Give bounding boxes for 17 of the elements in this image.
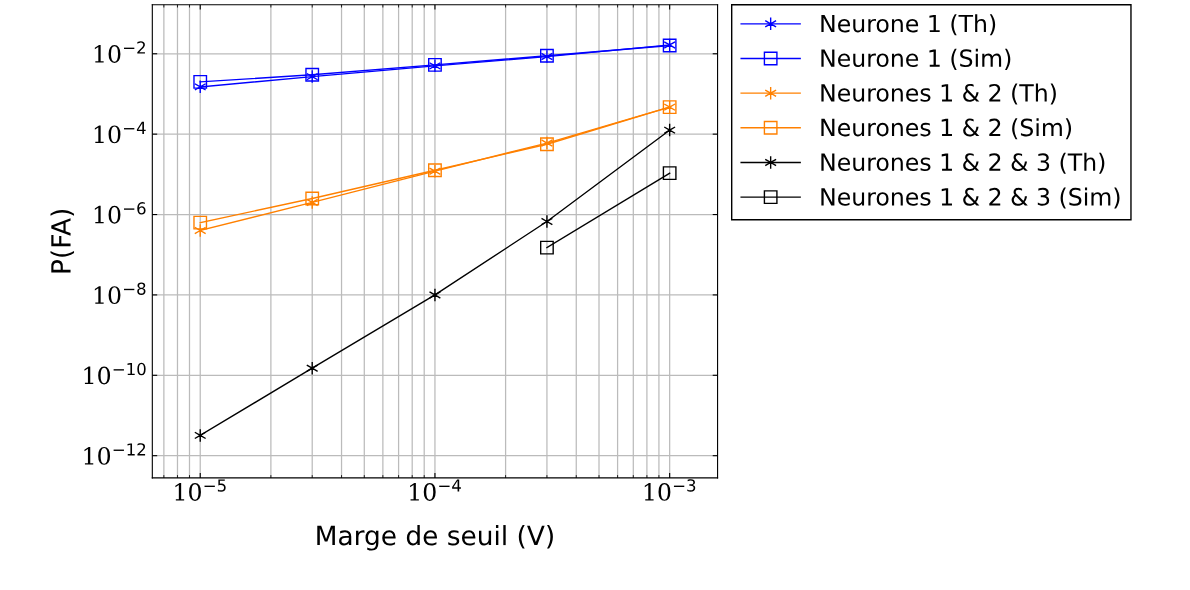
x-axis-title: Marge de seuil (V) <box>317 525 553 551</box>
legend-label: Neurone 1 (Th) <box>821 14 996 36</box>
legend-label: Neurones 1 & 2 & 3 (Sim) <box>821 187 1120 209</box>
y-axis-title: P(FA) <box>50 209 75 273</box>
y-tick-label: 10$^{−8}$ <box>94 282 146 305</box>
legend-label: Neurone 1 (Sim) <box>821 48 1011 70</box>
y-tick-label: 10$^{−12}$ <box>84 443 146 465</box>
y-tick-label: 10$^{−4}$ <box>94 121 146 144</box>
y-tick-label: 10$^{−6}$ <box>94 202 146 224</box>
x-tick-label: 10$^{−3}$ <box>644 479 696 501</box>
legend-label: Neurones 1 & 2 & 3 (Th) <box>821 152 1105 174</box>
x-tick-label: 10$^{−5}$ <box>175 479 226 501</box>
x-tick-label: 10$^{−4}$ <box>410 479 461 501</box>
y-tick-label: 10$^{−2}$ <box>94 41 145 63</box>
y-tick-label: 10$^{−10}$ <box>84 362 146 385</box>
legend-label: Neurones 1 & 2 (Sim) <box>821 118 1072 140</box>
legend-label: Neurones 1 & 2 (Th) <box>821 83 1056 105</box>
